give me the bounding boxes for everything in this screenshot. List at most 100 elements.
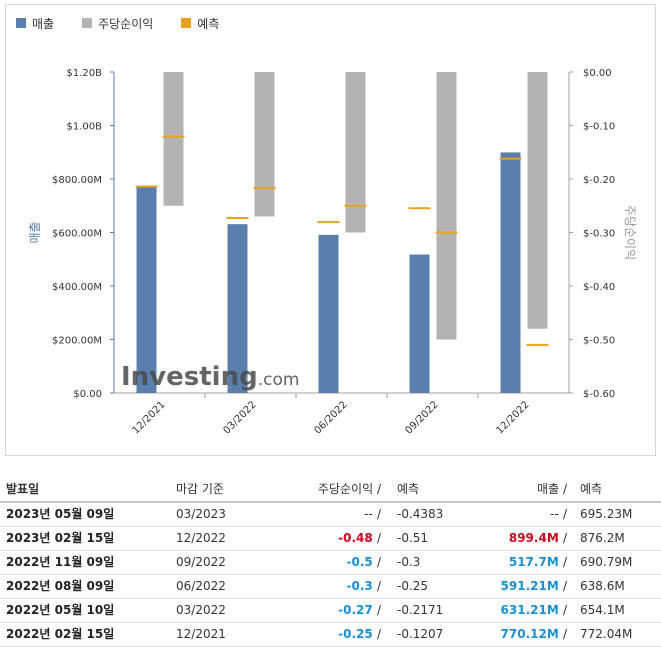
revenue-value: --: [550, 507, 559, 521]
eps-bar: [345, 72, 366, 233]
eps-value: --: [364, 507, 373, 521]
header-revenue[interactable]: 매출 /: [537, 478, 567, 501]
eps-value: -0.25: [338, 627, 373, 641]
header-period[interactable]: 마감 기준: [176, 482, 224, 496]
cell-revenue-forecast: 654.1M: [580, 603, 625, 617]
table-row: 2022년 11월 09일 09/2022 -0.5 / -0.3 517.7M / 69…: [0, 551, 661, 575]
cell-revenue: 899.4M /: [509, 527, 567, 550]
cell-eps-forecast: -0.25: [397, 579, 429, 593]
legend-label-eps: 주당순이익: [98, 16, 154, 31]
eps-slash: /: [376, 627, 381, 641]
eps-slash: /: [376, 579, 381, 593]
table-row: 2022년 02월 15일 12/2021 -0.25 / -0.1207 770.12…: [0, 623, 661, 647]
investing-watermark: Investing.com: [121, 362, 299, 392]
revenue-value: 770.12M: [500, 627, 559, 641]
revenue-value: 631.21M: [500, 603, 559, 617]
right-axis-tick-label: $-0.50: [583, 336, 615, 347]
header-revenue-forecast[interactable]: 예측: [580, 482, 603, 496]
right-axis-tick-label: $-0.40: [583, 282, 615, 293]
x-axis-tick-label: 12/2022: [494, 399, 531, 436]
revenue-bar: [227, 224, 248, 393]
legend-label-forecast: 예측: [197, 16, 220, 31]
eps-bar: [254, 72, 275, 217]
revenue-slash: /: [562, 507, 567, 521]
left-axis-title: 매출: [28, 221, 42, 243]
header-date[interactable]: 발표일: [6, 482, 40, 496]
eps-value: -0.27: [338, 603, 373, 617]
eps-slash: /: [376, 555, 381, 569]
header-eps-forecast[interactable]: 예측: [397, 482, 420, 496]
left-axis-tick-label: $600.00M: [52, 229, 102, 240]
legend-swatch-forecast: [181, 18, 192, 28]
table-row: 2022년 08월 09일 06/2022 -0.3 / -0.25 591.21M /…: [0, 575, 661, 599]
table-row: 2022년 05월 10일 03/2022 -0.27 / -0.2171 631.21…: [0, 599, 661, 623]
left-axis-tick-label: $0.00: [73, 389, 102, 400]
legend-swatch-eps: [82, 18, 93, 28]
x-axis-tick-label: 06/2022: [312, 399, 349, 436]
eps-value: -0.48: [338, 531, 373, 545]
cell-revenue: 631.21M /: [501, 599, 567, 622]
table-body: 2023년 05월 09일 03/2023 -- / -0.4383 -- / 695.2…: [0, 503, 661, 647]
header-revenue-slash: /: [562, 482, 567, 496]
chart-plot: $0.00 $200.00M $400.00M $600.00M $800.00M $1.…: [28, 68, 637, 436]
revenue-bar: [318, 234, 339, 393]
earnings-table: 발표일 마감 기준 주당순이익 / 예측 매출 / 예측 2023년 05월 0…: [0, 478, 661, 647]
revenue-slash: /: [562, 579, 567, 593]
cell-revenue-forecast: 772.04M: [580, 627, 633, 641]
table-row: 2023년 05월 09일 03/2023 -- / -0.4383 -- / 695.2…: [0, 503, 661, 527]
right-axis-tick-label: $-0.60: [583, 389, 615, 400]
cell-eps: -- /: [364, 503, 381, 526]
cell-revenue-forecast: 690.79M: [580, 555, 633, 569]
cell-eps: -0.3 /: [347, 575, 381, 598]
table-header-row: 발표일 마감 기준 주당순이익 / 예측 매출 / 예측: [0, 478, 661, 503]
revenue-value: 591.21M: [500, 579, 559, 593]
cell-revenue: -- /: [550, 503, 567, 526]
eps-value: -0.3: [346, 579, 373, 593]
cell-eps-forecast: -0.1207: [397, 627, 444, 641]
legend-label-revenue: 매출: [32, 16, 55, 31]
header-eps-label: 주당순이익: [317, 482, 374, 496]
cell-period: 06/2022: [176, 579, 226, 593]
cell-revenue-forecast: 876.2M: [580, 531, 625, 545]
legend-item-forecast[interactable]: 예측: [181, 15, 219, 32]
eps-bar: [163, 72, 184, 206]
left-axis-tick-label: $200.00M: [52, 336, 102, 347]
left-axis-tick-label: $1.00B: [67, 122, 103, 133]
table-row: 2023년 02월 15일 12/2022 -0.48 / -0.51 899.4M /…: [0, 527, 661, 551]
revenue-value: 899.4M: [508, 531, 559, 545]
cell-date: 2022년 02월 15일: [6, 627, 115, 641]
right-axis-tick-label: $-0.10: [583, 122, 615, 133]
cell-period: 03/2022: [176, 603, 226, 617]
chart-legend: 매출 주당순이익 예측: [16, 13, 247, 33]
cell-date: 2022년 08월 09일: [6, 579, 115, 593]
cell-eps-forecast: -0.51: [397, 531, 429, 545]
x-axis-tick-label: 12/2021: [130, 399, 167, 436]
revenue-bar: [500, 152, 521, 393]
left-axis-tick-label: $800.00M: [52, 175, 102, 186]
header-revenue-label: 매출: [537, 482, 560, 496]
cell-date: 2023년 02월 15일: [6, 531, 115, 545]
cell-date: 2023년 05월 09일: [6, 507, 115, 521]
legend-item-revenue[interactable]: 매출: [16, 15, 54, 32]
header-eps[interactable]: 주당순이익 /: [318, 478, 381, 501]
cell-eps: -0.25 /: [338, 623, 381, 646]
earnings-chart-panel: 매출 주당순이익 예측 $0.00 $200.00M $400.00M $600.00…: [5, 4, 656, 456]
x-axis-tick-label: 03/2022: [221, 399, 258, 436]
revenue-bar: [409, 254, 430, 393]
eps-bar: [436, 72, 457, 340]
revenue-slash: /: [562, 531, 567, 545]
cell-period: 09/2022: [176, 555, 226, 569]
cell-date: 2022년 05월 10일: [6, 603, 115, 617]
cell-revenue: 517.7M /: [509, 551, 567, 574]
legend-item-eps[interactable]: 주당순이익: [82, 15, 153, 32]
cell-revenue: 591.21M /: [501, 575, 567, 598]
revenue-slash: /: [562, 627, 567, 641]
cell-eps: -0.48 /: [338, 527, 381, 550]
right-axis-tick-label: $-0.20: [583, 175, 615, 186]
cell-period: 12/2022: [176, 531, 226, 545]
cell-revenue-forecast: 695.23M: [580, 507, 633, 521]
cell-date: 2022년 11월 09일: [6, 555, 115, 569]
cell-revenue-forecast: 638.6M: [580, 579, 625, 593]
eps-value: -0.5: [346, 555, 373, 569]
eps-slash: /: [376, 603, 381, 617]
